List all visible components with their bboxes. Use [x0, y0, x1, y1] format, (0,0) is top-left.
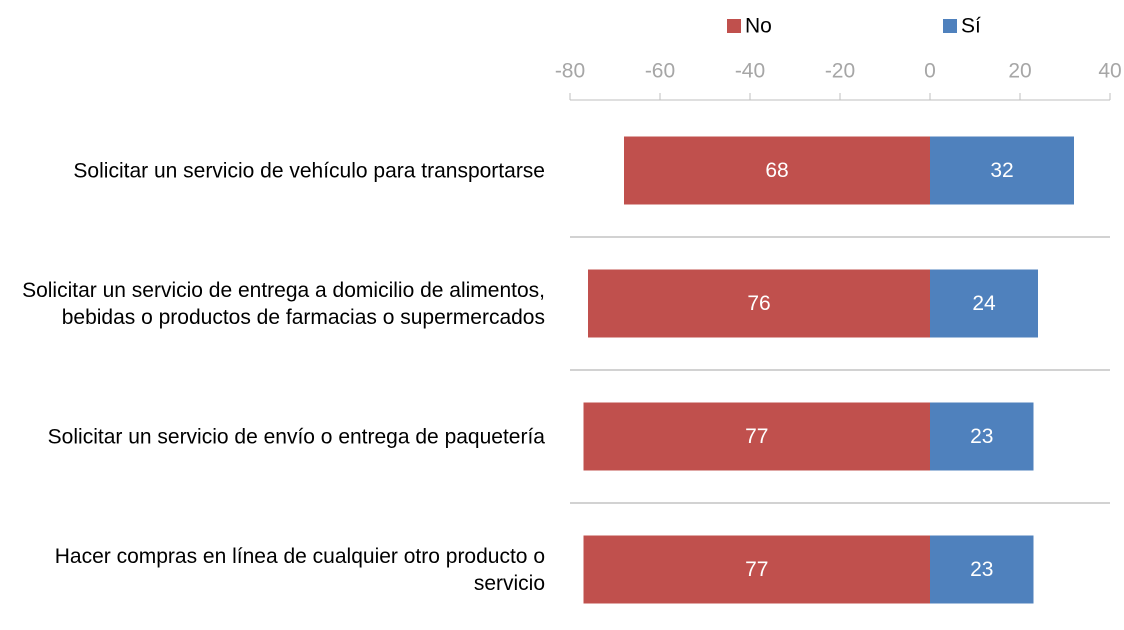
category-label: Solicitar un servicio de envío o entrega…	[47, 425, 545, 448]
x-tick-label: -80	[555, 60, 585, 83]
x-tick-label: 40	[1098, 60, 1121, 83]
category-label: Solicitar un servicio de vehículo para t…	[73, 159, 545, 182]
bar	[930, 136, 1074, 205]
value-label: 23	[970, 558, 993, 581]
category-label: Solicitar un servicio de entrega a domic…	[22, 278, 545, 329]
value-label: 68	[765, 159, 788, 182]
legend-swatch	[943, 19, 957, 33]
bar	[930, 402, 1034, 471]
x-tick-label: 20	[1008, 60, 1031, 83]
bar	[930, 535, 1034, 604]
legend-label: Sí	[961, 15, 981, 38]
x-tick-label: -60	[645, 60, 675, 83]
bar	[583, 402, 930, 471]
x-tick-label: 0	[924, 60, 936, 83]
category-label: Hacer compras en línea de cualquier otro…	[54, 544, 545, 595]
legend-swatch	[727, 19, 741, 33]
bar	[588, 269, 930, 338]
x-tick-label: -40	[735, 60, 765, 83]
legend-label: No	[745, 15, 772, 38]
bar	[583, 535, 930, 604]
x-tick-label: -20	[825, 60, 855, 83]
value-label: 24	[972, 292, 996, 315]
bar	[930, 269, 1038, 338]
bar	[624, 136, 930, 205]
value-label: 32	[990, 159, 1013, 182]
value-label: 23	[970, 425, 993, 448]
value-label: 77	[745, 558, 768, 581]
value-label: 77	[745, 425, 768, 448]
value-label: 76	[747, 292, 770, 315]
